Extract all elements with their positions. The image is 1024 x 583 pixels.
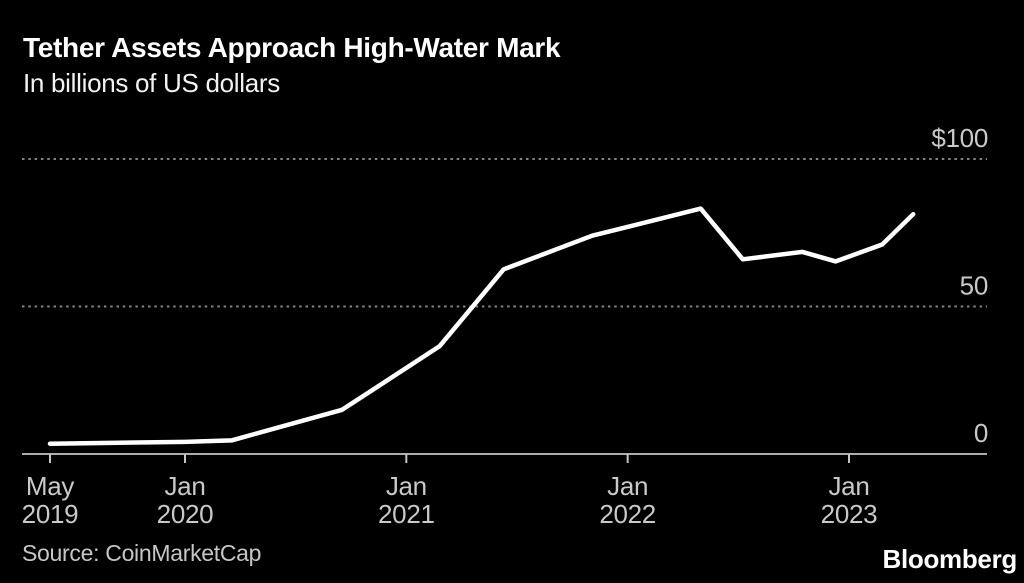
y-axis-labels: $100 50 0 (931, 123, 988, 448)
x-tick-label-month-2022: Jan (607, 471, 648, 501)
x-tick-label-month-2023: Jan (828, 471, 869, 501)
bloomberg-logo: Bloomberg (882, 544, 1017, 574)
x-tick-label-year-2019: 2019 (22, 499, 79, 529)
x-tick-label-month-2020: Jan (164, 471, 205, 501)
y-tick-label-50: 50 (960, 271, 988, 301)
x-tick-label-year-2022: 2022 (599, 499, 656, 529)
gridlines (22, 158, 987, 308)
x-tick-label-year-2020: 2020 (157, 499, 214, 529)
chart-title: Tether Assets Approach High-Water Mark (23, 32, 561, 63)
x-axis (22, 453, 987, 463)
source-note: Source: CoinMarketCap (22, 540, 262, 566)
y-tick-label-100: $100 (931, 123, 988, 153)
x-tick-label-year-2021: 2021 (378, 499, 435, 529)
chart-subtitle: In billions of US dollars (23, 68, 280, 98)
y-tick-label-0: 0 (974, 418, 988, 448)
x-tick-label-month-2021: Jan (386, 471, 427, 501)
x-tick-label-year-2023: 2023 (821, 499, 878, 529)
x-tick-label-month-2019: May (26, 471, 75, 501)
data-line (47, 206, 916, 446)
